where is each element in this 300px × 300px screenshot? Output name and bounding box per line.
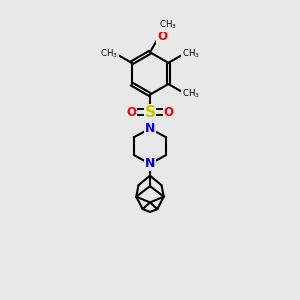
Text: N: N (145, 122, 155, 135)
Text: O: O (127, 106, 137, 119)
Text: CH$_3$: CH$_3$ (182, 47, 200, 59)
Text: S: S (145, 105, 155, 120)
Text: CH$_3$: CH$_3$ (100, 47, 118, 59)
Text: CH$_3$: CH$_3$ (182, 87, 200, 100)
Text: O: O (163, 106, 173, 119)
Text: N: N (145, 157, 155, 170)
Text: CH$_3$: CH$_3$ (159, 19, 177, 31)
Text: O: O (157, 30, 167, 43)
